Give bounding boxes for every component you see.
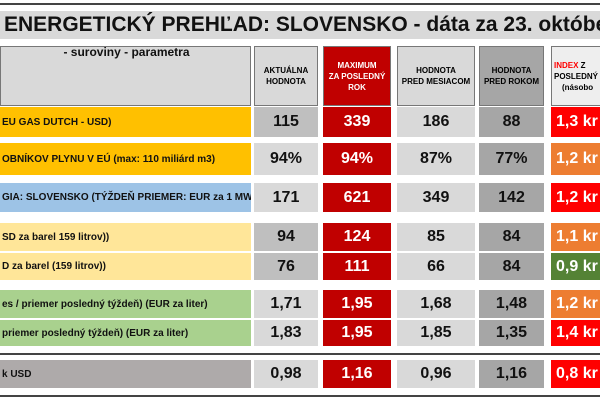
cell-month-ago: 87% [397,143,475,175]
cell-current: 115 [254,107,318,137]
cell-label: OBNÍKOV PLYNU V EÚ (max: 110 miliárd m3) [0,143,251,175]
cell-month-ago: 0,96 [397,360,475,388]
top-divider [0,3,600,5]
cell-year-ago: 77% [479,143,544,175]
cell-index: 1,4 kr [551,320,600,346]
cell-month-ago: 66 [397,253,475,280]
header-current: AKTUÁLNA HODNOTA [254,46,318,106]
cell-current: 1,83 [254,320,318,346]
cell-year-ago: 88 [479,107,544,137]
cell-label: SD za barel 159 litrov)) [0,223,251,251]
cell-month-ago: 349 [397,183,475,212]
cell-index: 1,3 kr [551,107,600,137]
cell-max: 94% [323,143,391,175]
cell-index: 1,2 kr [551,143,600,175]
header-year-ago: HODNOTA PRED ROKOM [479,46,544,106]
cell-max: 1,16 [323,360,391,388]
cell-label: GIA: SLOVENSKO (TÝŽDEŇ PRIEMER: EUR za 1… [0,183,251,212]
cell-max: 1,95 [323,320,391,346]
cell-max: 111 [323,253,391,280]
cell-label: EU GAS DUTCH - USD) [0,107,251,137]
header-text: MAXIMUM [337,60,377,70]
header-text: POSLEDNÝ [554,71,599,81]
cell-current: 76 [254,253,318,280]
cell-month-ago: 85 [397,223,475,251]
cell-year-ago: 1,35 [479,320,544,346]
cell-year-ago: 1,16 [479,360,544,388]
cell-current: 0,98 [254,360,318,388]
header-text: Z [578,60,586,70]
cell-year-ago: 142 [479,183,544,212]
cell-current: 94 [254,223,318,251]
cell-year-ago: 84 [479,223,544,251]
cell-index: 0,8 kr [551,360,600,388]
header-text: INDEX Z [554,60,586,71]
cell-month-ago: 186 [397,107,475,137]
cell-label: k USD [0,360,251,388]
header-text: AKTUÁLNA [263,66,309,75]
header-text: PRED MESIACOM [401,77,471,86]
header-index-word: INDEX [554,60,579,70]
cell-index: 1,2 kr [551,183,600,212]
header-label-text: - suroviny - parametra [63,46,190,59]
cell-current: 171 [254,183,318,212]
cell-index: 1,2 kr [551,290,600,318]
cell-index: 1,1 kr [551,223,600,251]
cell-month-ago: 1,68 [397,290,475,318]
cell-max: 339 [323,107,391,137]
header-text: ZA POSLEDNÝ [328,71,386,81]
header-text: HODNOTA [491,66,532,75]
cell-month-ago: 1,85 [397,320,475,346]
cell-year-ago: 84 [479,253,544,280]
cell-max: 621 [323,183,391,212]
header-max: MAXIMUM ZA POSLEDNÝ ROK [323,46,391,106]
cell-label: es / priemer posledný týždeň) (EUR za li… [0,290,251,318]
cell-max: 124 [323,223,391,251]
header-text: HODNOTA [266,77,306,86]
cell-label: priemer posledný týždeň) (EUR za liter) [0,320,251,346]
header-text: PRED ROKOM [483,77,540,86]
bottom-divider [0,395,600,397]
header-index: INDEX Z POSLEDNÝ (násobo [551,46,600,106]
header-text: ROK [348,82,366,92]
cell-current: 94% [254,143,318,175]
header-text: HODNOTA [416,66,456,75]
cell-index: 0,9 kr [551,253,600,280]
cell-year-ago: 1,48 [479,290,544,318]
divider [0,353,600,355]
page-title: ENERGETICKÝ PREHĽAD: SLOVENSKO - dáta za… [0,11,600,39]
header-month-ago: HODNOTA PRED MESIACOM [397,46,475,106]
cell-label: D za barel (159 litrov)) [0,253,251,280]
header-label: - suroviny - parametra [0,46,251,106]
header-text: (násobo [562,82,594,92]
cell-max: 1,95 [323,290,391,318]
cell-current: 1,71 [254,290,318,318]
